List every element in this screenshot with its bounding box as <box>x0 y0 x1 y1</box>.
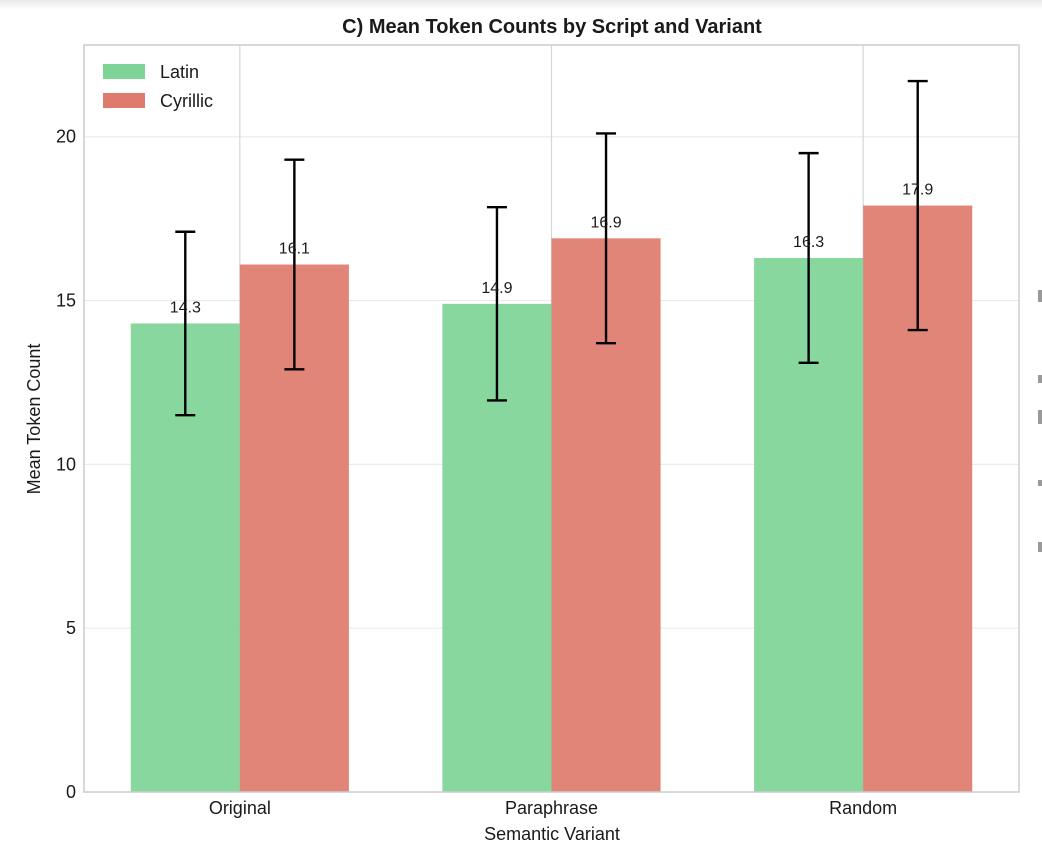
error-bars-layer <box>175 79 928 417</box>
error-bar <box>486 205 507 402</box>
error-bar <box>175 230 196 417</box>
legend-label-latin: Latin <box>160 62 199 82</box>
x-ticks-layer: Original Paraphrase Random <box>209 798 897 818</box>
x-tick-label: Random <box>829 798 897 818</box>
legend-swatch-cyrillic <box>103 93 145 108</box>
error-bar <box>907 79 928 332</box>
data-label: 16.9 <box>590 214 621 231</box>
chart-title: C) Mean Token Counts by Script and Varia… <box>342 16 762 38</box>
top-edge-shadow <box>0 0 1042 10</box>
error-bar <box>284 158 305 371</box>
plot-frame <box>83 44 1020 793</box>
data-label: 16.3 <box>793 234 824 251</box>
bars-layer <box>130 205 973 793</box>
error-bar <box>798 151 819 365</box>
legend-label-cyrillic: Cyrillic <box>160 91 213 111</box>
y-tick-label: 0 <box>66 782 76 802</box>
y-tick-label: 5 <box>66 618 76 638</box>
x-tick-label: Paraphrase <box>505 798 598 818</box>
right-edge-artifacts <box>1036 280 1042 560</box>
data-label: 14.3 <box>170 299 201 316</box>
data-label: 14.9 <box>481 280 512 297</box>
y-tick-label: 10 <box>56 454 76 474</box>
y-axis-label: Mean Token Count <box>24 344 44 495</box>
data-label: 16.1 <box>279 241 310 258</box>
legend: Latin Cyrillic <box>103 62 213 111</box>
x-axis-label: Semantic Variant <box>484 824 620 844</box>
x-tick-label: Original <box>209 798 271 818</box>
error-bar <box>596 132 617 345</box>
y-ticks-layer: 0 5 10 15 20 <box>56 127 76 802</box>
legend-swatch-latin <box>103 64 145 79</box>
y-tick-label: 20 <box>56 127 76 147</box>
data-labels-layer: 14.3 16.1 14.9 16.9 16.3 17.9 <box>170 182 934 317</box>
data-label: 17.9 <box>902 182 933 199</box>
y-tick-label: 15 <box>56 291 76 311</box>
